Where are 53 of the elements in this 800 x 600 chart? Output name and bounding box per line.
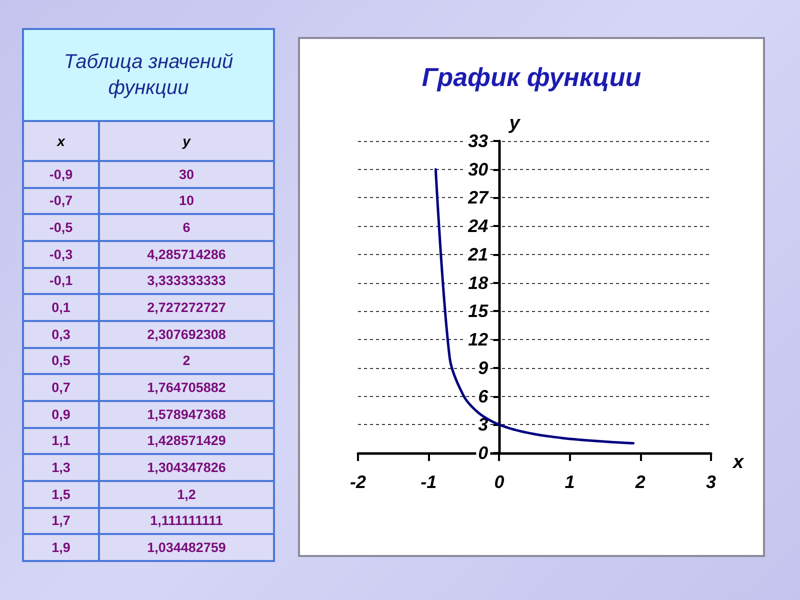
y-tick-label: 0,5 [23,348,99,374]
text: 2,307692308 [147,326,226,342]
y-tick-label: -0,5 [23,214,99,241]
text: 4,285714286 [147,246,226,262]
y-tick-label: 15 [468,301,490,322]
y-tick-label: -0,1 [23,268,99,294]
text: 3,333333333 [147,273,226,288]
y-tick-label: 9 [478,358,488,378]
y-axis-title: y [508,113,522,134]
y-tick-label: 21 [467,244,488,264]
y-tick-label: 1,5 [23,480,99,508]
text: 1,764705882 [147,380,226,396]
text: 1,428571429 [147,433,226,448]
chart-title: График функции [422,62,642,92]
text: 1,2 [177,486,196,502]
y-tick-label: 12 [468,330,488,350]
y-tick-label: 33 [468,131,488,151]
x-tick-label: 0 [494,472,504,492]
y-axis-title: x [23,121,99,161]
chart-title: Таблица значений функции [23,29,274,121]
text: 10 [178,193,194,208]
y-tick-label: 24 [467,216,488,236]
y-tick-label: 18 [468,272,488,293]
y-tick-label: 1,1 [23,428,99,454]
y-tick-label: 1,3 [23,454,99,481]
y-tick-label: 27 [467,188,490,208]
x-axis-title: x [732,452,745,473]
y-tick-label: 1,7 [23,508,99,534]
x-tick-label: -1 [420,472,437,492]
y-tick-label: 0,1 [23,294,99,321]
y-tick-label: -0,3 [23,240,99,268]
text: 1,034482759 [147,540,226,556]
text: 6 [182,220,190,236]
y-tick-label: -0,9 [23,161,99,188]
x-tick-label: -2 [350,472,366,492]
y-tick-label: 30 [468,159,488,180]
x-tick-label: 3 [706,472,716,492]
y-tick-label: 0 [478,443,488,463]
x-tick-label: 1 [564,472,575,492]
y-tick-label: 0,9 [23,400,99,428]
y-tick-label: 0,3 [23,320,99,348]
y-tick-label: 6 [478,386,490,406]
x-tick-label: 2 [634,472,646,492]
y-tick-label: 1,9 [23,534,99,561]
y-tick-label: 3 [478,414,488,435]
text: 2 [182,353,190,368]
text: 2,727272727 [147,300,226,316]
text: 1,578947368 [147,406,226,422]
text: 1,111111111 [150,513,223,528]
y-tick-label: -0,7 [23,188,99,214]
text: 1,304347826 [147,460,226,476]
text: 30 [178,166,194,182]
y-tick-label: 0,7 [23,374,99,401]
